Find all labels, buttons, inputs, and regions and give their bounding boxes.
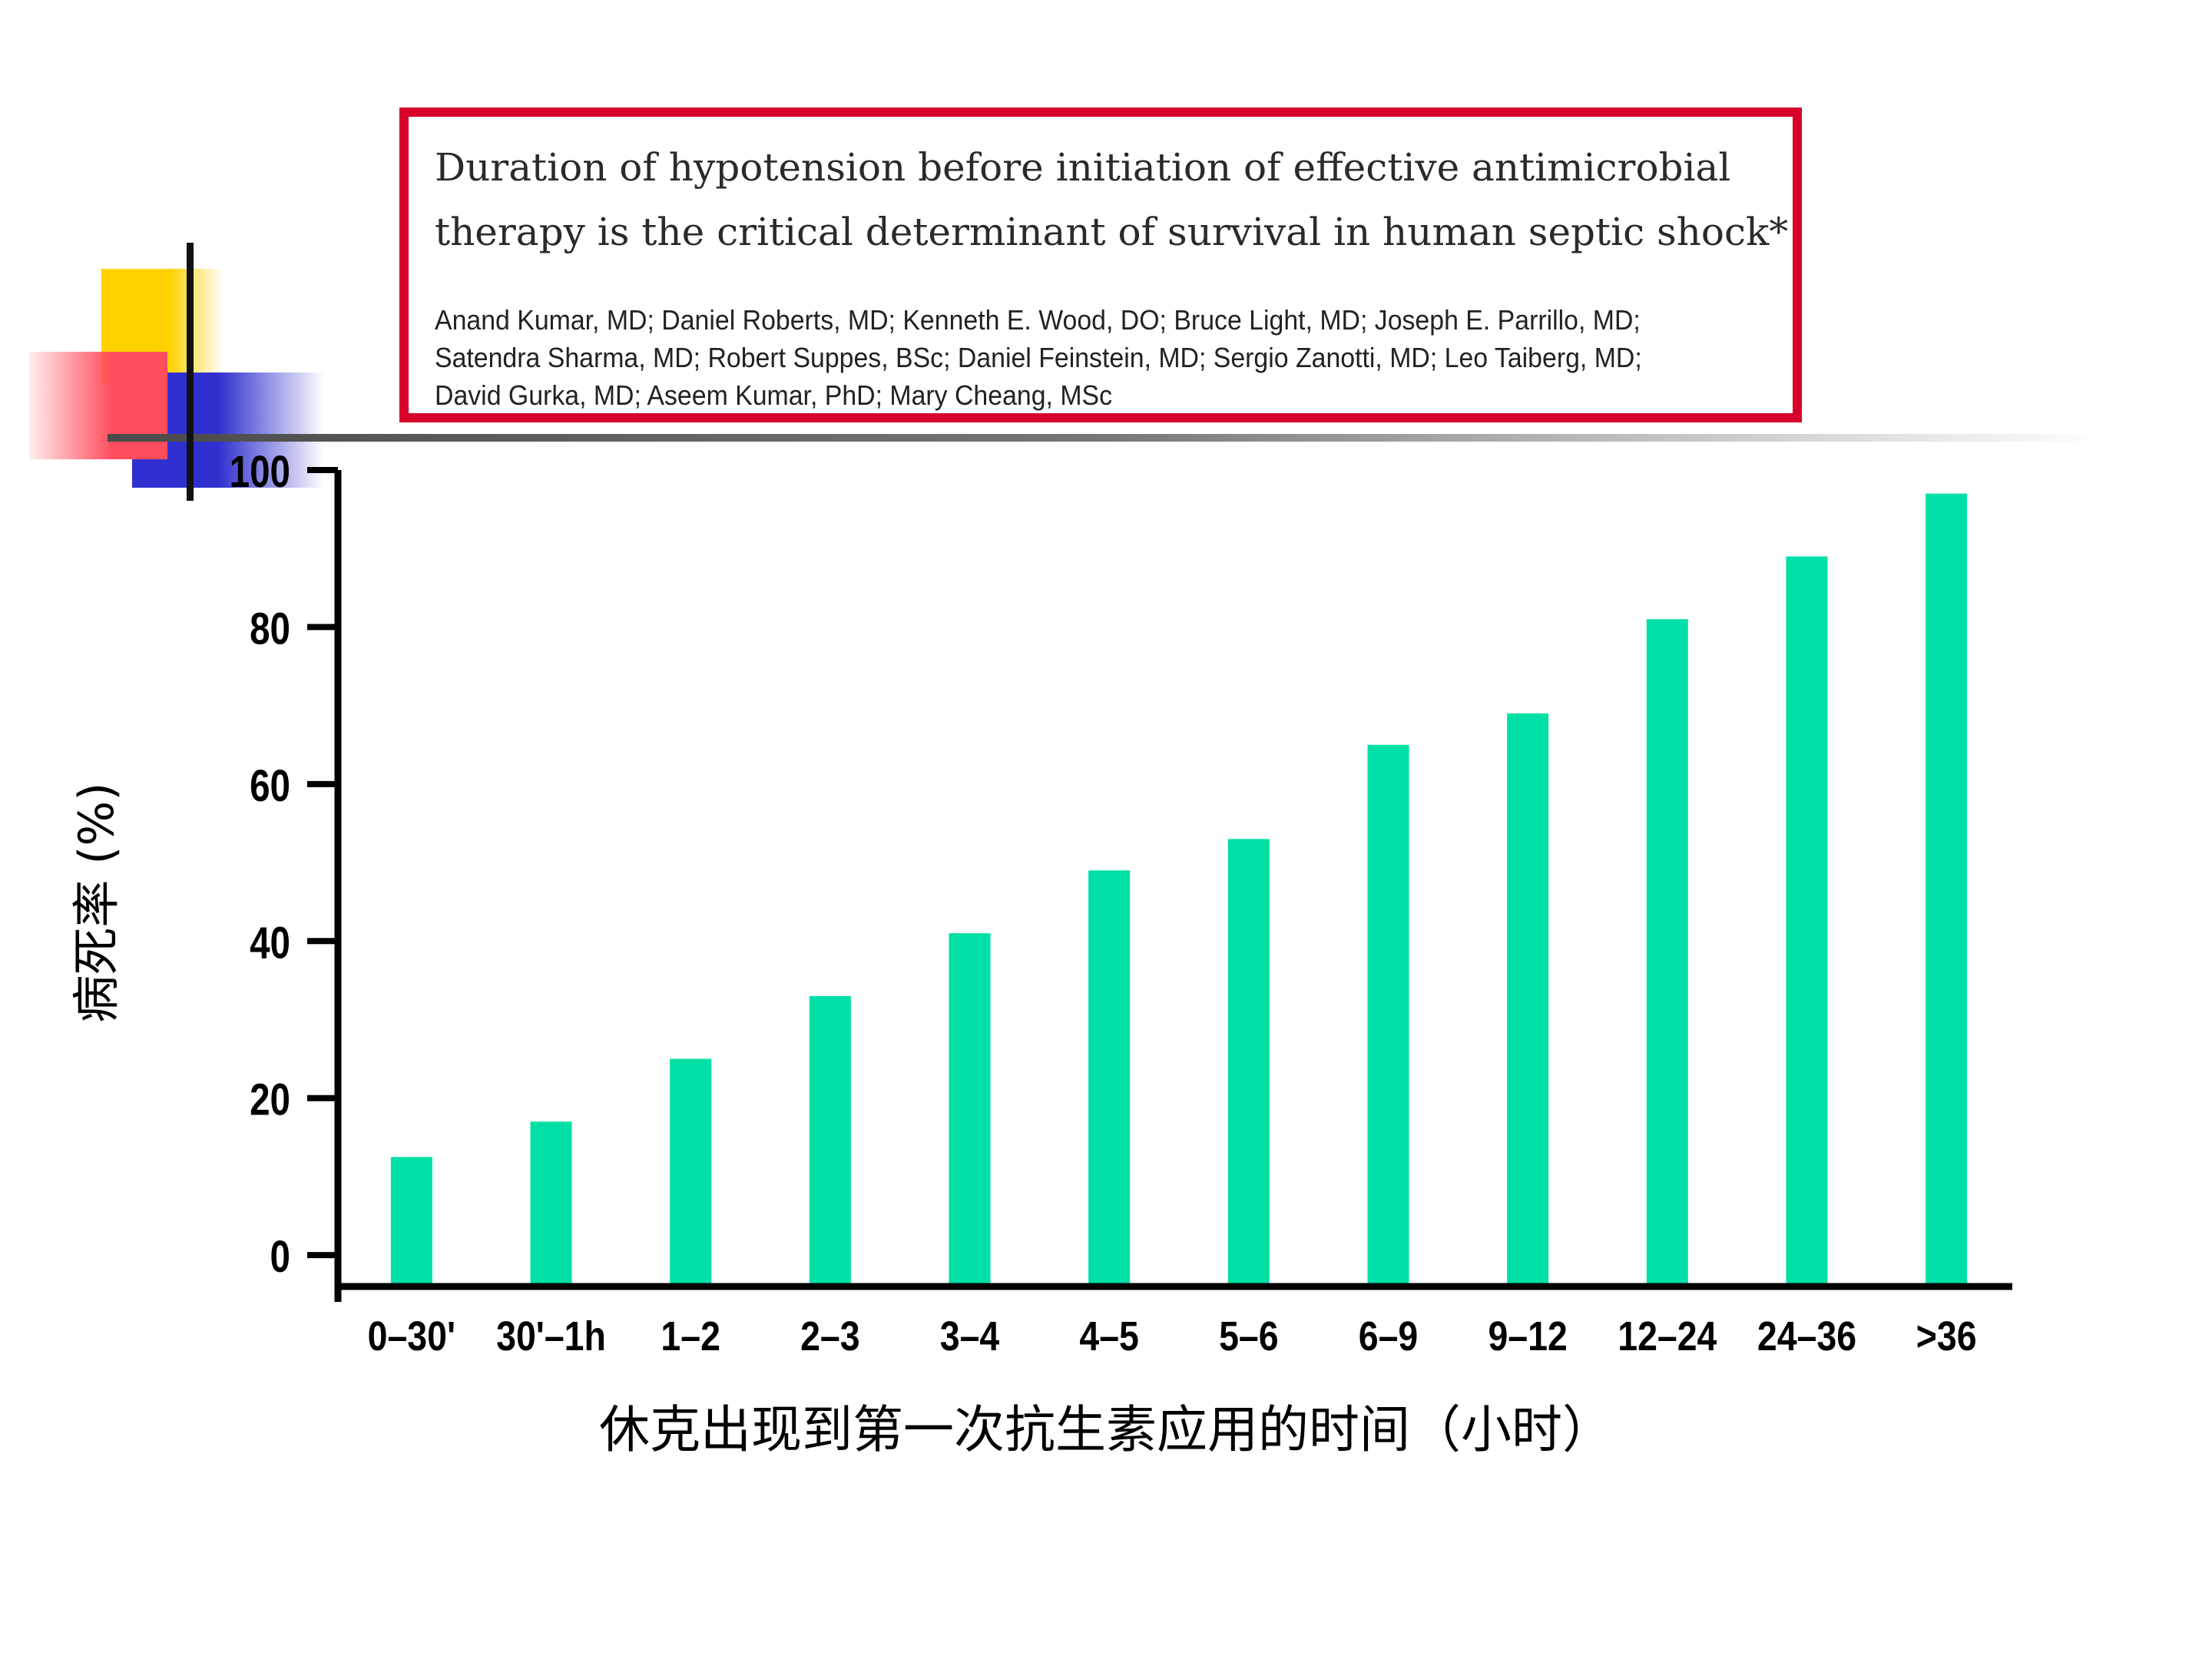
bar bbox=[1367, 744, 1409, 1286]
y-tick-label: 80 bbox=[250, 604, 290, 654]
bar bbox=[809, 995, 851, 1286]
y-tick-label: 40 bbox=[250, 919, 290, 969]
x-tick-label: 4–5 bbox=[1079, 1313, 1138, 1359]
x-tick-label: 2–3 bbox=[800, 1313, 859, 1359]
x-tick-label: 30'–1h bbox=[496, 1313, 606, 1359]
paper-title: Duration of hypotension before initiatio… bbox=[435, 145, 1789, 254]
bar bbox=[1786, 556, 1828, 1286]
x-tick-label: 6–9 bbox=[1359, 1313, 1418, 1359]
decor-horizontal-rule bbox=[108, 434, 2104, 442]
decor-vertical-rule bbox=[187, 243, 194, 501]
bar bbox=[1926, 493, 1968, 1286]
y-tick-label: 100 bbox=[230, 448, 290, 498]
x-tick-label: 5–6 bbox=[1219, 1313, 1278, 1359]
x-tick-label: 0–30' bbox=[368, 1313, 455, 1359]
bar bbox=[949, 933, 991, 1286]
paper-citation-box: Duration of hypotension before initiatio… bbox=[399, 108, 1802, 422]
x-tick-label: 9–12 bbox=[1488, 1313, 1568, 1359]
x-tick-label: 3–4 bbox=[940, 1313, 999, 1359]
bar bbox=[1227, 839, 1270, 1286]
bar bbox=[1646, 619, 1688, 1286]
x-tick-label: 12–24 bbox=[1618, 1313, 1717, 1359]
x-tick-label: 1–2 bbox=[661, 1313, 720, 1359]
y-tick-label: 20 bbox=[250, 1075, 290, 1125]
x-axis-label: 休克出现到第一次抗生素应用的时间（小时） bbox=[599, 1400, 1613, 1459]
x-tick-label: 24–36 bbox=[1757, 1313, 1856, 1359]
bar bbox=[670, 1058, 712, 1286]
bar bbox=[530, 1121, 572, 1286]
bar bbox=[1507, 713, 1549, 1286]
x-tick-label: >36 bbox=[1916, 1313, 1977, 1359]
paper-authors: Anand Kumar, MD; Daniel Roberts, MD; Ken… bbox=[435, 304, 1642, 411]
y-axis-label: 病死率 (%) bbox=[68, 782, 124, 1023]
y-tick-label: 60 bbox=[250, 761, 290, 811]
bar bbox=[390, 1157, 432, 1286]
y-tick-label: 0 bbox=[270, 1233, 290, 1283]
bar bbox=[1088, 870, 1131, 1286]
